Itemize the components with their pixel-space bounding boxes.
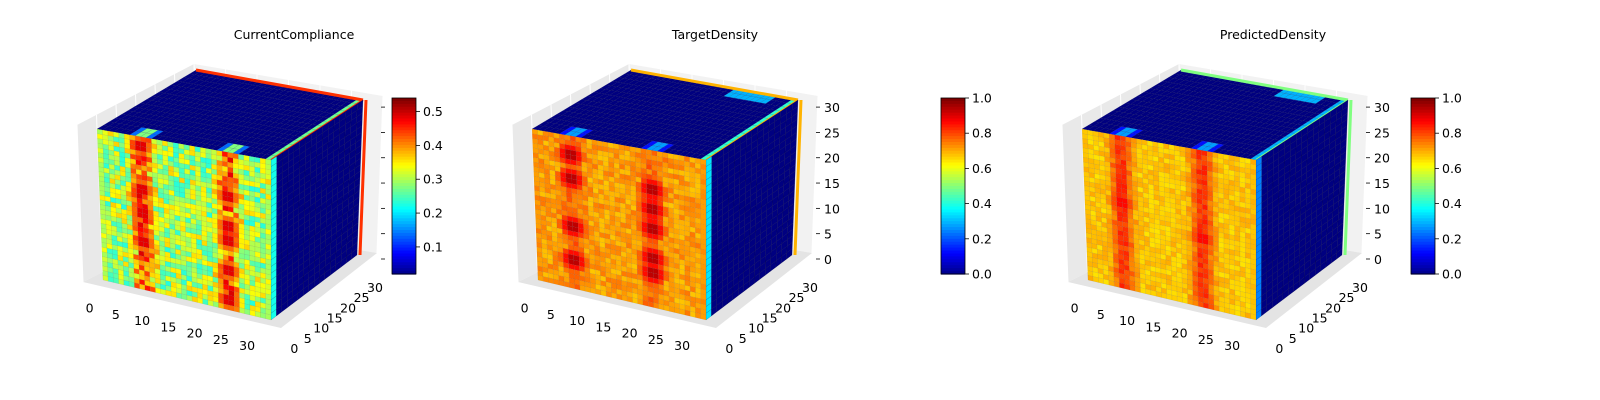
x-tick-label: 30 [674, 338, 690, 353]
voxel-front [223, 303, 230, 311]
z-tick-label: 15 [824, 176, 840, 191]
voxel-front [669, 306, 675, 313]
side-face [270, 99, 364, 321]
grid-line [76, 124, 84, 283]
colorbar: 0.1 0.2 0.3 0.4 0.5 [391, 97, 443, 275]
y-tick-label: 5 [739, 331, 747, 346]
z-tick-label: 0 [824, 252, 832, 267]
colorbar-tick-label: 0.2 [972, 231, 992, 246]
voxel-front [690, 311, 696, 318]
voxel-front [658, 303, 665, 311]
voxel-front [249, 309, 256, 317]
voxel-front [663, 304, 670, 312]
x-tick-label: 15 [595, 319, 611, 334]
x-tick-label: 10 [134, 313, 150, 328]
voxel-front [234, 306, 240, 313]
colorbar-tick-label: 0.3 [423, 172, 443, 187]
z-tick-label: 10 [824, 201, 840, 216]
x-tick-label: 5 [547, 307, 555, 322]
colorbar-tick-label: 1.0 [972, 91, 992, 106]
voxel-front [679, 308, 686, 316]
colorbar-tick-label: 0.2 [423, 206, 443, 221]
z-tick-label: 20 [824, 151, 840, 166]
voxel-front [653, 302, 659, 309]
x-tick-label: 0 [521, 301, 529, 316]
voxel-front [674, 307, 680, 314]
z-tick-label: 25 [824, 125, 840, 140]
chart-title: TargetDensity [671, 27, 759, 42]
voxel-front [648, 301, 654, 308]
y-tick-label: 30 [367, 280, 383, 295]
colorbar-tick-label: 0.5 [423, 104, 443, 119]
voxel-front [218, 302, 224, 309]
front-face [96, 128, 272, 321]
z-tick-label: 5 [824, 227, 832, 242]
colorbar-tick-label: 0.0 [972, 267, 992, 282]
voxel-front [684, 309, 691, 317]
front-face [531, 128, 707, 321]
voxel-front [213, 301, 219, 308]
x-tick-label: 20 [187, 326, 203, 341]
colorbar-tick-label: 0.8 [972, 126, 992, 141]
colorbar-tick-label: 0.4 [423, 138, 443, 153]
voxel-front [265, 313, 272, 321]
colorbar-tick-label: 0.4 [972, 196, 992, 211]
x-tick-label: 25 [648, 332, 664, 347]
x-tick-label: 20 [622, 326, 638, 341]
voxel-chart-1: 0 5 10 15 20 25 30 051015202530051015202530Targ… [511, 27, 992, 356]
y-tick-label: 5 [304, 331, 312, 346]
y-tick-label: 30 [802, 280, 818, 295]
voxel-chart-0: 0 5 10 15 20 25 30 051015202530CurrentComplianc… [76, 27, 443, 356]
voxel-front [244, 308, 251, 316]
x-tick-label: 25 [213, 332, 229, 347]
x-tick-label: 0 [86, 301, 94, 316]
voxel-side [351, 248, 358, 260]
colorbar-tick-label: 0.1 [423, 239, 443, 254]
colorbar-tick-label: 0.6 [972, 161, 992, 176]
x-tick-label: 30 [239, 338, 255, 353]
y-tick-label: 0 [290, 341, 298, 356]
x-tick-label: 15 [160, 319, 176, 334]
voxel-front [255, 311, 261, 318]
voxel-front [228, 304, 235, 312]
voxel-front [695, 312, 701, 319]
grid-line [376, 95, 384, 254]
y-tick-label: 0 [725, 341, 733, 356]
colorbar: 0.0 0.2 0.4 0.6 0.8 1.0 [940, 91, 992, 282]
voxel-front [260, 312, 266, 319]
voxel-front [700, 313, 707, 321]
voxel-chart-2: 0 5 10 15 20 25 30 051015202530051015202530Pred… [1061, 27, 1462, 356]
top-back-edge [195, 68, 364, 102]
x-tick-label: 10 [569, 313, 585, 328]
z-tick-label: 30 [824, 100, 840, 115]
back-right-edge [358, 99, 368, 256]
voxel-front [239, 307, 245, 314]
x-tick-label: 5 [112, 307, 120, 322]
top-face [96, 69, 364, 161]
chart-title: CurrentCompliance [234, 27, 355, 42]
